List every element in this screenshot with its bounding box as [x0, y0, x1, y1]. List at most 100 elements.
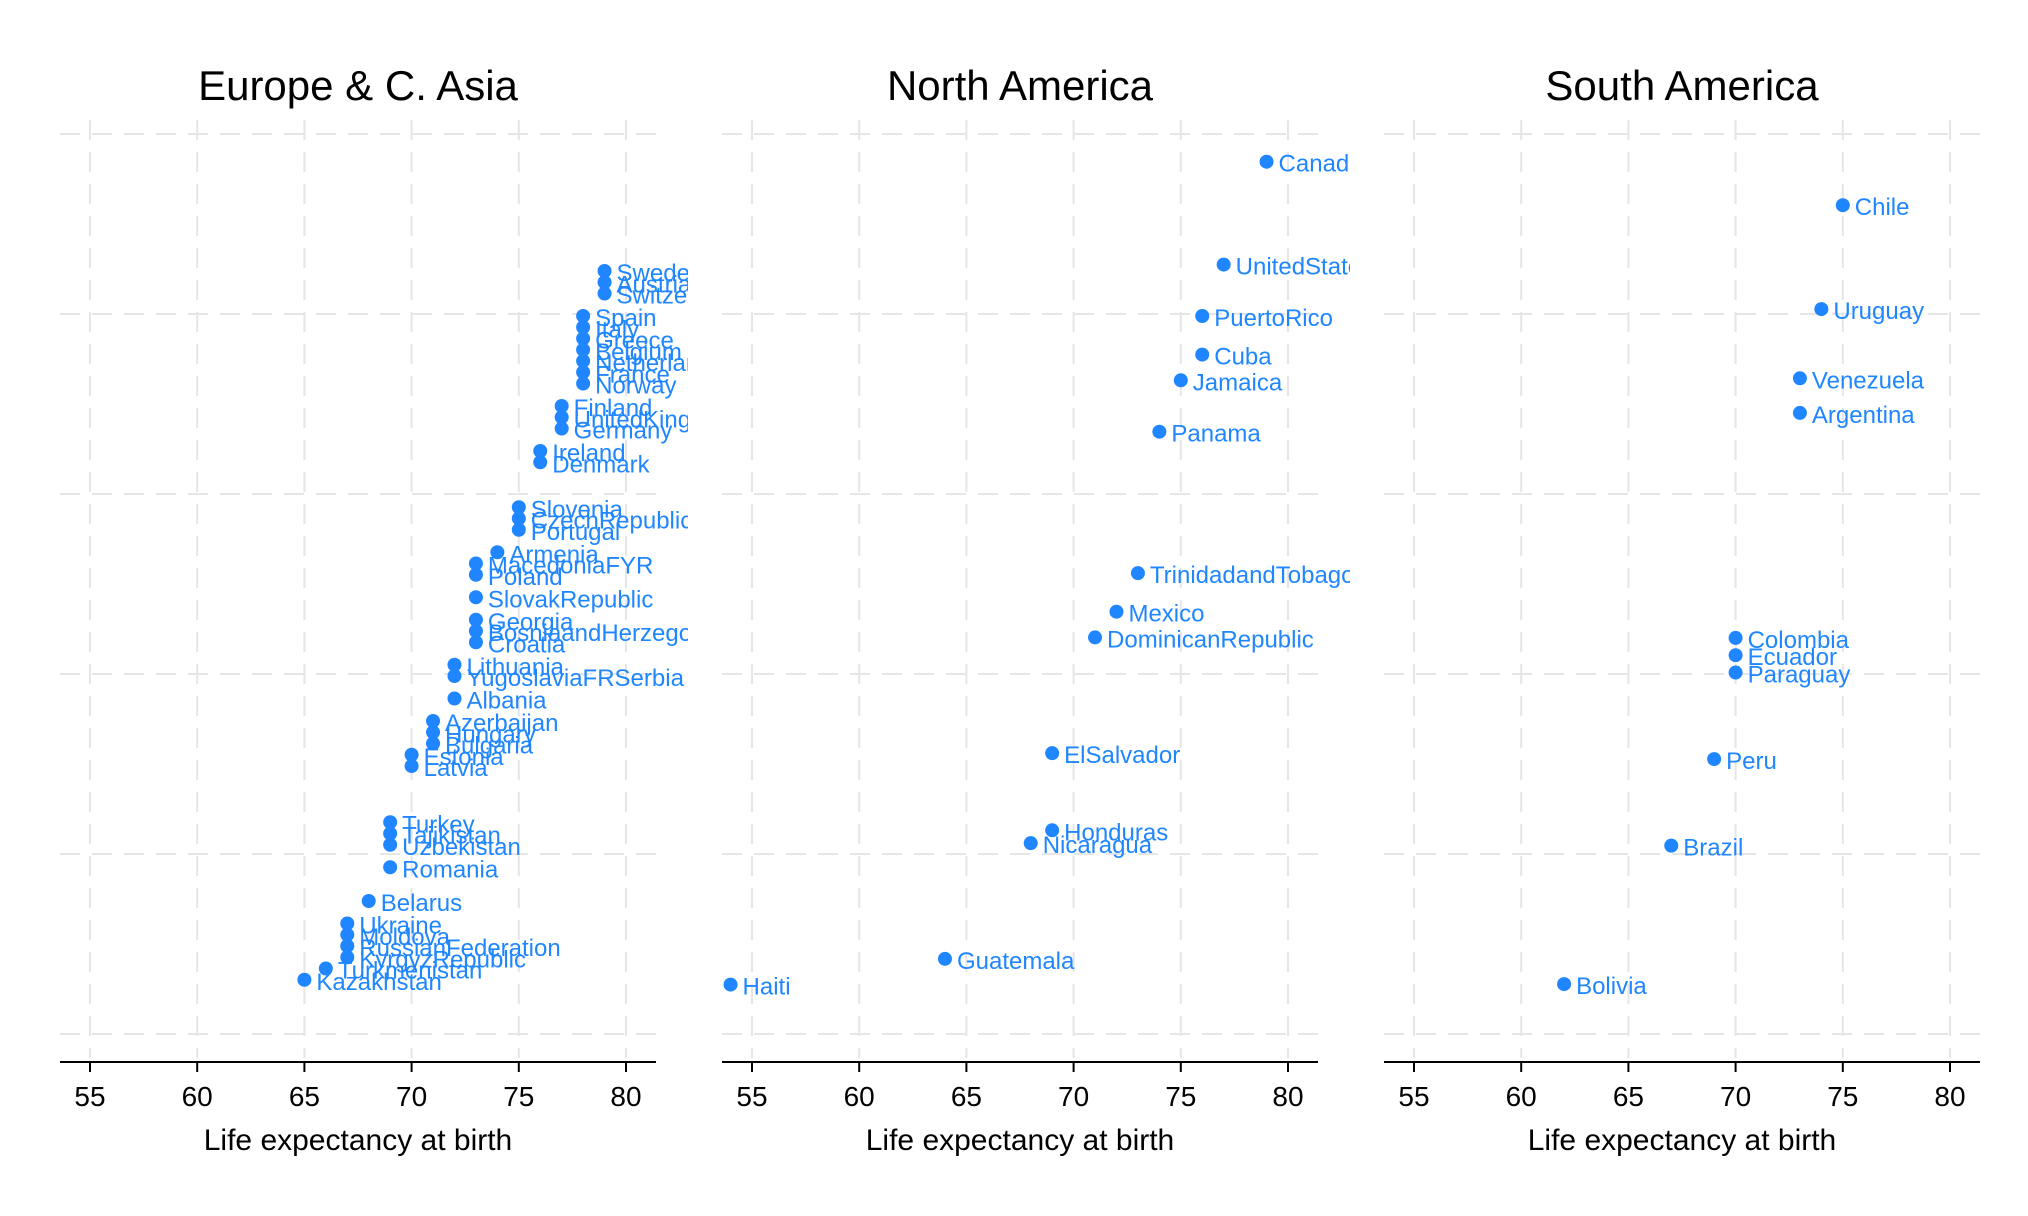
data-point-label: Ukraine — [359, 913, 442, 940]
data-point — [1814, 302, 1829, 317]
data-point — [383, 815, 398, 830]
data-point-label: Armenia — [509, 541, 599, 568]
x-tick-label: 70 — [396, 1081, 427, 1112]
data-point-label: CzechRepublic — [531, 508, 692, 535]
data-point-label: DominicanRepublic — [1107, 626, 1314, 653]
data-point-label: Austria — [617, 271, 692, 298]
data-point — [468, 556, 483, 571]
data-point-label: Switzerland — [617, 283, 741, 310]
data-point-label: Bolivia — [1576, 973, 1647, 1000]
data-point — [576, 320, 591, 335]
x-tick-label: 65 — [289, 1081, 320, 1112]
gridlines — [1384, 120, 1980, 1058]
gridlines — [722, 120, 1318, 1058]
data-point-label: Belarus — [381, 890, 462, 917]
data-point — [1792, 405, 1807, 420]
data-point-label: Haiti — [743, 974, 791, 1001]
data-point — [318, 961, 333, 976]
x-tick-label: 60 — [1506, 1081, 1537, 1112]
data-point-label: Honduras — [1064, 819, 1168, 846]
data-point-label: Argentina — [1812, 402, 1915, 429]
panel-title: South America — [1545, 62, 1819, 109]
data-point — [1045, 746, 1060, 761]
data-point-label: Panama — [1171, 421, 1261, 448]
data-point — [1023, 836, 1038, 851]
data-point-label: Hungary — [445, 721, 536, 748]
data-point — [340, 950, 355, 965]
data-point-label: France — [595, 361, 670, 388]
data-point-label: Moldova — [359, 924, 450, 951]
data-point — [723, 977, 738, 992]
data-point — [1728, 630, 1743, 645]
data-point — [554, 399, 569, 413]
data-point-label: Sweden — [617, 260, 704, 287]
data-point-label: Germany — [574, 418, 673, 445]
data-point — [383, 826, 398, 841]
data-point — [468, 635, 483, 650]
data-point — [1259, 154, 1274, 169]
data-point — [1664, 838, 1679, 853]
data-point — [404, 747, 419, 762]
data-point-label: Denmark — [552, 451, 650, 478]
data-point — [1195, 309, 1210, 323]
data-point-label: Spain — [595, 305, 656, 332]
data-point — [1835, 198, 1850, 213]
data-point — [554, 410, 569, 425]
x-tick-label: 70 — [1058, 1081, 1089, 1112]
data-point — [447, 691, 462, 706]
data-point-label: Italy — [595, 316, 639, 343]
data-point — [1557, 977, 1572, 992]
data-point-label: Canada — [1279, 151, 1364, 178]
data-point — [383, 860, 398, 875]
x-tick-label: 75 — [1827, 1081, 1858, 1112]
x-tick-label: 55 — [1398, 1081, 1429, 1112]
data-point — [576, 365, 591, 380]
data-point-label: MacedoniaFYR — [488, 553, 653, 580]
data-point-label: Ireland — [552, 440, 625, 467]
data-point-label: SlovakRepublic — [488, 586, 653, 613]
data-point-label: Estonia — [424, 744, 505, 771]
data-point — [511, 522, 526, 537]
data-point-label: Uruguay — [1833, 298, 1924, 325]
x-tick-label: 75 — [1165, 1081, 1196, 1112]
x-tick-label: 80 — [610, 1081, 641, 1112]
data-point — [533, 455, 548, 470]
x-tick-label: 60 — [182, 1081, 213, 1112]
data-point-label: Turkmenistan — [338, 958, 483, 985]
data-point-label: Guatemala — [957, 948, 1075, 975]
x-tick-label: 80 — [1272, 1081, 1303, 1112]
data-point-label: BosniaandHerzegovina — [488, 620, 737, 647]
data-point-label: Portugal — [531, 519, 620, 546]
panel-north-america: North America 55 60 65 70 75 80 Life expectancy… — [722, 62, 1364, 1157]
data-point-label: Belgium — [595, 339, 682, 366]
data-point — [447, 657, 462, 672]
data-point — [490, 545, 505, 560]
data-point-label: Romania — [402, 856, 499, 883]
panel-europe-c-asia: Europe & C. Asia 55 60 65 70 75 80 Life expecta… — [60, 62, 741, 1157]
x-axis-label: Life expectancy at birth — [866, 1124, 1175, 1157]
data-point — [447, 669, 462, 683]
x-tick-label: 65 — [951, 1081, 982, 1112]
data-point — [1130, 566, 1145, 581]
data-point — [937, 951, 952, 966]
data-point — [511, 511, 526, 526]
data-point — [426, 736, 441, 751]
data-point — [576, 331, 591, 346]
data-point-label: Latvia — [424, 755, 489, 782]
x-axis-label: Life expectancy at birth — [1528, 1124, 1837, 1157]
data-point-label: Cuba — [1214, 344, 1272, 371]
data-point-label: Colombia — [1748, 627, 1850, 654]
data-point-label: PuertoRico — [1214, 305, 1333, 332]
data-point — [340, 939, 355, 953]
data-point-label: Albania — [466, 688, 547, 715]
data-point-label: Bulgaria — [445, 733, 534, 760]
data-point-label: Venezuela — [1812, 367, 1925, 394]
data-point — [1707, 752, 1722, 767]
data-point-label: TrinidadandTobago — [1150, 562, 1355, 589]
data-point — [340, 927, 355, 942]
data-point — [597, 264, 612, 278]
data-point — [533, 444, 548, 458]
data-point-label: Slovenia — [531, 496, 624, 523]
data-point-label: Netherlands — [595, 350, 724, 377]
